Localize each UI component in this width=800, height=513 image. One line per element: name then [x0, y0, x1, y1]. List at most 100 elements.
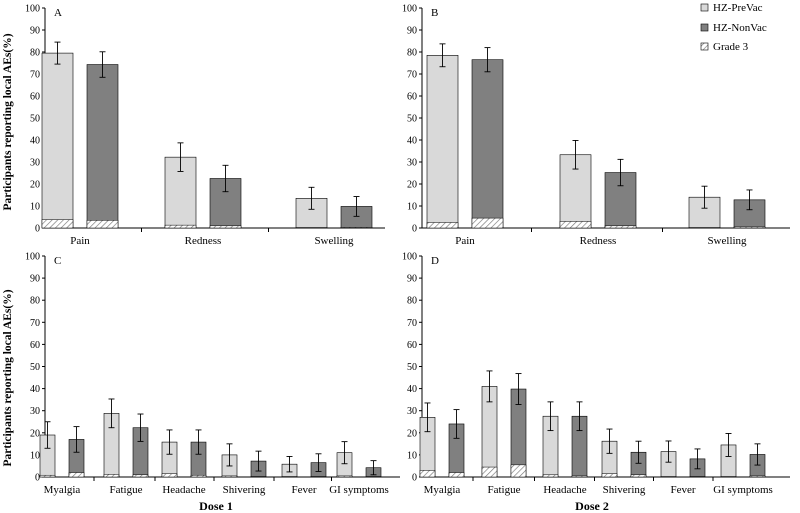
legend-swatch-grade3	[700, 42, 709, 51]
grade3-a-swelling-nonvac	[340, 227, 373, 229]
y-tick-label-b-80: 80	[407, 48, 417, 59]
category-label-d-myalgia: Myalgia	[424, 484, 461, 496]
legend-label-grade3: Grade 3	[713, 41, 749, 53]
grade3-d-shivering-prevac	[601, 473, 618, 478]
y-tick-label-a-100: 100	[25, 4, 40, 15]
y-tick-label-a-30: 30	[30, 158, 40, 169]
category-label-b-swelling: Swelling	[707, 235, 747, 247]
category-label-b-redness: Redness	[580, 235, 617, 247]
y-tick-label-d-80: 80	[407, 296, 417, 307]
legend-swatch-hz-prevac	[700, 3, 709, 12]
grade3-d-myalgia-nonvac	[448, 472, 465, 478]
legend: HZ-PreVac HZ-NonVac Grade 3	[700, 2, 767, 53]
y-tick-label-a-20: 20	[30, 180, 40, 191]
y-tick-label-b-10: 10	[407, 202, 417, 213]
grade3-b-swelling-nonvac	[733, 226, 766, 229]
category-label-c-headache: Headache	[162, 484, 205, 496]
panel-letter-d: D	[431, 255, 439, 267]
grade3-c-fatigue-nonvac	[132, 474, 149, 478]
category-label-a-redness: Redness	[185, 235, 222, 247]
y-tick-label-d-70: 70	[407, 318, 417, 329]
y-axis-label-bottom: Participants reporting local AEs(%)	[2, 289, 14, 466]
grade3-d-headache-prevac	[542, 474, 559, 478]
grade3-b-redness-nonvac	[604, 225, 637, 229]
y-tick-label-a-90: 90	[30, 26, 40, 37]
panel-letter-b: B	[431, 7, 438, 19]
y-tick-label-b-90: 90	[407, 26, 417, 37]
grade3-c-gi-symptoms-prevac	[336, 475, 353, 478]
y-tick-label-c-60: 60	[30, 340, 40, 351]
y-tick-label-c-30: 30	[30, 406, 40, 417]
category-label-d-headache: Headache	[543, 484, 586, 496]
legend-label-hz-prevac: HZ-PreVac	[713, 2, 763, 14]
y-tick-label-c-70: 70	[30, 318, 40, 329]
y-tick-label-a-70: 70	[30, 70, 40, 81]
bar-a-pain-nonvac	[86, 64, 119, 229]
grade3-c-headache-prevac	[161, 473, 178, 478]
y-tick-label-b-50: 50	[407, 114, 417, 125]
dose-1-label: Dose 1	[199, 499, 233, 513]
grade3-c-shivering-prevac	[221, 475, 238, 478]
panel-b: 0 10 20 30 40 50 60 70 80 90 100 B Pain Redness Swelli…	[402, 4, 790, 247]
y-tick-label-d-30: 30	[407, 406, 417, 417]
y-tick-label-b-60: 60	[407, 92, 417, 103]
y-tick-label-c-90: 90	[30, 274, 40, 285]
panel-a: 0 10 20 30 40 50 60 70 80 90 100 A Pain Redness Swelli…	[25, 4, 385, 247]
y-tick-label-d-10: 10	[407, 450, 417, 461]
grade3-b-pain-prevac	[426, 222, 459, 229]
y-tick-label-b-0: 0	[412, 224, 417, 235]
category-label-c-myalgia: Myalgia	[44, 484, 81, 496]
y-tick-label-a-10: 10	[30, 202, 40, 213]
y-tick-label-d-90: 90	[407, 274, 417, 285]
y-tick-label-d-20: 20	[407, 428, 417, 439]
category-label-d-shivering: Shivering	[603, 484, 646, 496]
grade3-b-redness-prevac	[559, 221, 592, 229]
bar-b-pain-prevac	[426, 54, 459, 229]
category-label-c-fever: Fever	[291, 484, 316, 496]
grade3-b-pain-nonvac	[471, 217, 504, 229]
y-tick-label-b-100: 100	[402, 4, 417, 15]
grade3-a-pain-nonvac	[86, 220, 119, 229]
y-tick-label-d-60: 60	[407, 340, 417, 351]
grade3-a-redness-nonvac	[209, 225, 242, 229]
y-tick-label-d-0: 0	[412, 473, 417, 484]
grade3-c-headache-nonvac	[190, 474, 207, 478]
panel-d: 0 10 20 30 40 50 60 70 80 90 100 D Myalgia Fatigue Hea…	[402, 252, 790, 496]
grade3-d-fatigue-prevac	[481, 466, 498, 478]
category-label-a-pain: Pain	[70, 235, 90, 247]
bar-b-pain-nonvac	[471, 59, 504, 229]
y-tick-label-c-50: 50	[30, 362, 40, 373]
grade3-d-gi-symptoms-nonvac	[749, 475, 766, 478]
category-label-c-gi-symptoms: GI symptoms	[329, 484, 389, 496]
y-tick-label-c-20: 20	[30, 428, 40, 439]
panel-letter-a: A	[54, 7, 62, 19]
y-tick-label-d-100: 100	[402, 252, 417, 263]
y-tick-label-c-10: 10	[30, 450, 40, 461]
y-tick-label-a-40: 40	[30, 136, 40, 147]
category-label-d-fatigue: Fatigue	[488, 484, 521, 496]
y-tick-label-a-50: 50	[30, 114, 40, 125]
y-tick-label-b-70: 70	[407, 70, 417, 81]
panel-letter-c: C	[54, 255, 61, 267]
y-tick-label-c-80: 80	[30, 296, 40, 307]
y-tick-label-b-20: 20	[407, 180, 417, 191]
y-tick-label-b-30: 30	[407, 158, 417, 169]
grade3-a-pain-prevac	[41, 219, 74, 229]
grade3-d-myalgia-prevac	[419, 470, 436, 478]
y-tick-label-c-40: 40	[30, 384, 40, 395]
panel-c: 0 10 20 30 40 50 60 70 80 90 100 C Myalgia Fatigue Hea…	[25, 252, 400, 496]
y-axis-label-top: Participants reporting local AEs(%)	[2, 33, 14, 210]
grade3-a-redness-prevac	[164, 224, 197, 229]
y-tick-label-a-80: 80	[30, 48, 40, 59]
legend-swatch-hz-nonvac	[700, 23, 709, 32]
y-tick-label-d-40: 40	[407, 384, 417, 395]
grade3-c-fatigue-prevac	[103, 474, 120, 478]
grade3-d-shivering-nonvac	[630, 474, 647, 478]
category-label-d-fever: Fever	[670, 484, 695, 496]
y-tick-label-c-100: 100	[25, 252, 40, 263]
y-tick-label-a-0: 0	[35, 224, 40, 235]
y-tick-label-a-60: 60	[30, 92, 40, 103]
y-tick-label-c-0: 0	[35, 473, 40, 484]
bar-a-pain-prevac	[41, 52, 74, 229]
